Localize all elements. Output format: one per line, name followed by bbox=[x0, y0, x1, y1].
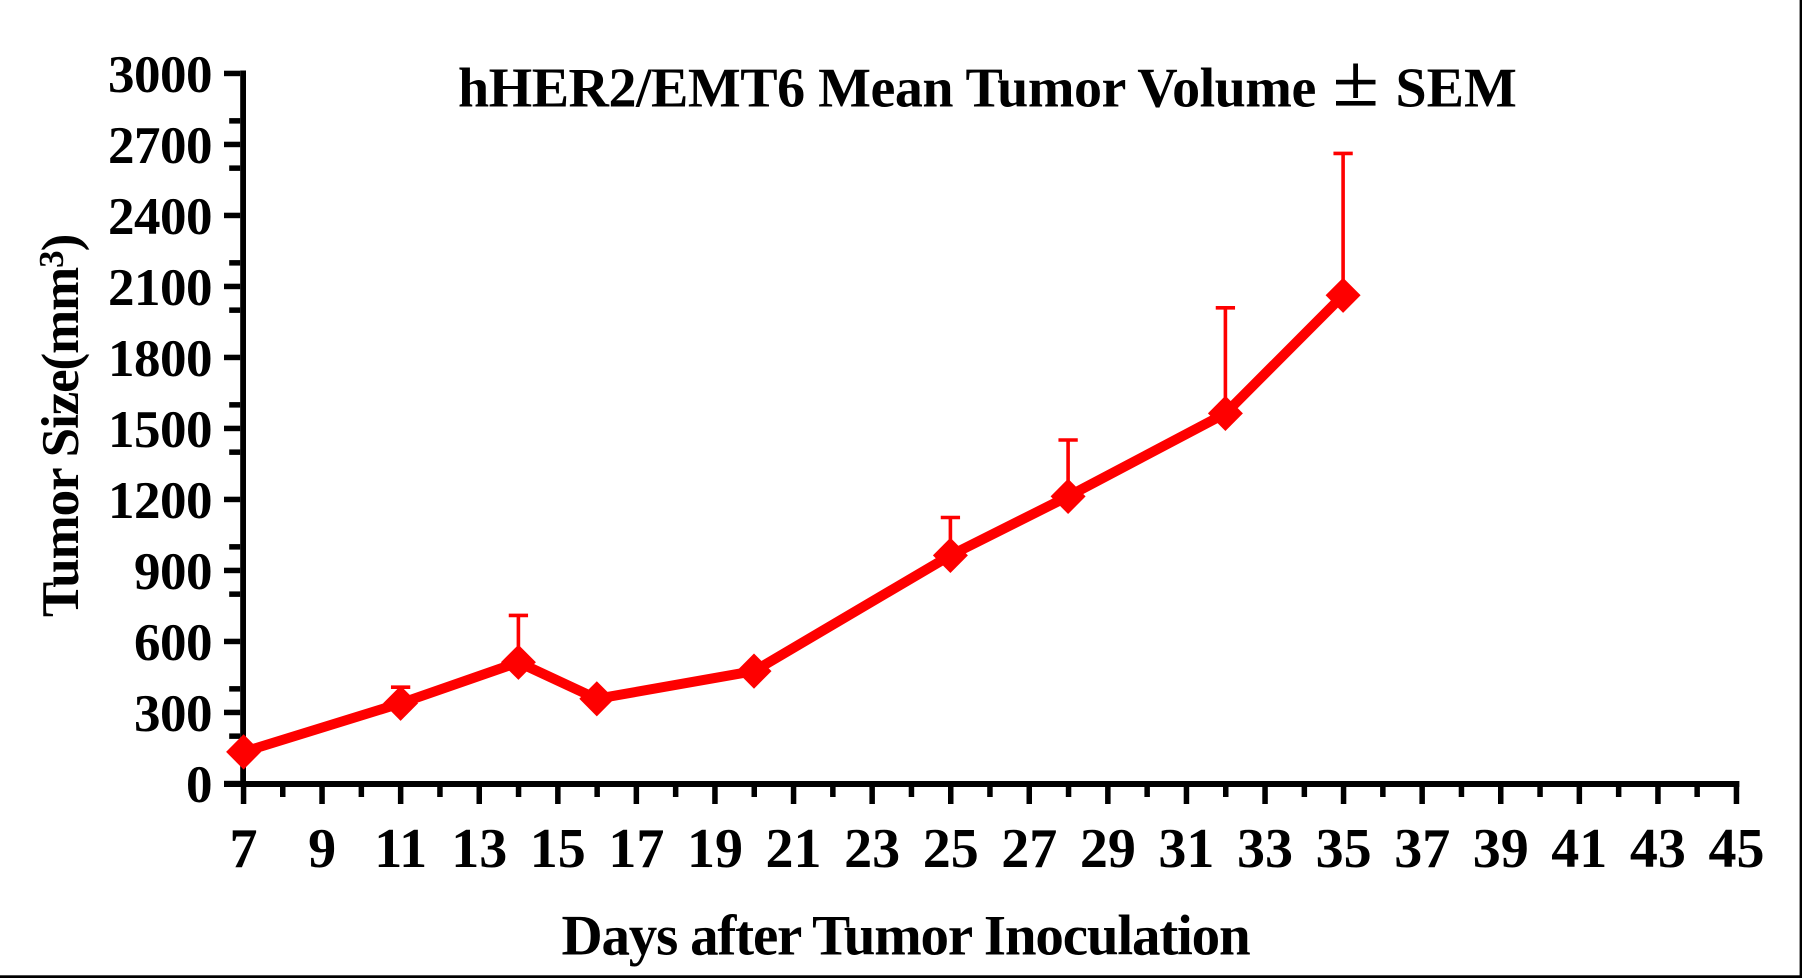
svg-text:SEM: SEM bbox=[1396, 58, 1517, 120]
svg-text:15: 15 bbox=[530, 818, 586, 880]
svg-text:19: 19 bbox=[687, 818, 743, 880]
svg-text:37: 37 bbox=[1394, 818, 1450, 880]
svg-text:11: 11 bbox=[374, 818, 427, 880]
svg-text:1200: 1200 bbox=[108, 472, 212, 530]
svg-text:3000: 3000 bbox=[108, 46, 212, 104]
svg-text:25: 25 bbox=[923, 818, 979, 880]
svg-text:0: 0 bbox=[186, 756, 212, 814]
svg-text:2400: 2400 bbox=[108, 188, 212, 246]
svg-text:9: 9 bbox=[308, 818, 336, 880]
svg-text:300: 300 bbox=[134, 685, 212, 743]
svg-text:Tumor Size(mm3): Tumor Size(mm3) bbox=[32, 235, 90, 617]
svg-text:hHER2/EMT6 Mean Tumor Volume: hHER2/EMT6 Mean Tumor Volume bbox=[458, 58, 1316, 120]
svg-text:7: 7 bbox=[230, 818, 258, 880]
svg-text:27: 27 bbox=[1001, 818, 1057, 880]
svg-text:43: 43 bbox=[1630, 818, 1686, 880]
svg-text:21: 21 bbox=[766, 818, 822, 880]
svg-text:35: 35 bbox=[1316, 818, 1372, 880]
svg-text:600: 600 bbox=[134, 614, 212, 672]
svg-text:900: 900 bbox=[134, 543, 212, 601]
svg-text:45: 45 bbox=[1709, 818, 1765, 880]
svg-text:41: 41 bbox=[1551, 818, 1607, 880]
svg-text:39: 39 bbox=[1473, 818, 1529, 880]
svg-text:33: 33 bbox=[1237, 818, 1293, 880]
svg-text:17: 17 bbox=[608, 818, 664, 880]
svg-text:1800: 1800 bbox=[108, 330, 212, 388]
svg-text:31: 31 bbox=[1158, 818, 1214, 880]
svg-text:2100: 2100 bbox=[108, 259, 212, 317]
svg-text:2700: 2700 bbox=[108, 117, 212, 175]
svg-text:23: 23 bbox=[844, 818, 900, 880]
svg-text:13: 13 bbox=[451, 818, 507, 880]
svg-text:Days after Tumor Inoculation: Days after Tumor Inoculation bbox=[562, 905, 1250, 968]
svg-text:29: 29 bbox=[1080, 818, 1136, 880]
svg-text:1500: 1500 bbox=[108, 401, 212, 459]
